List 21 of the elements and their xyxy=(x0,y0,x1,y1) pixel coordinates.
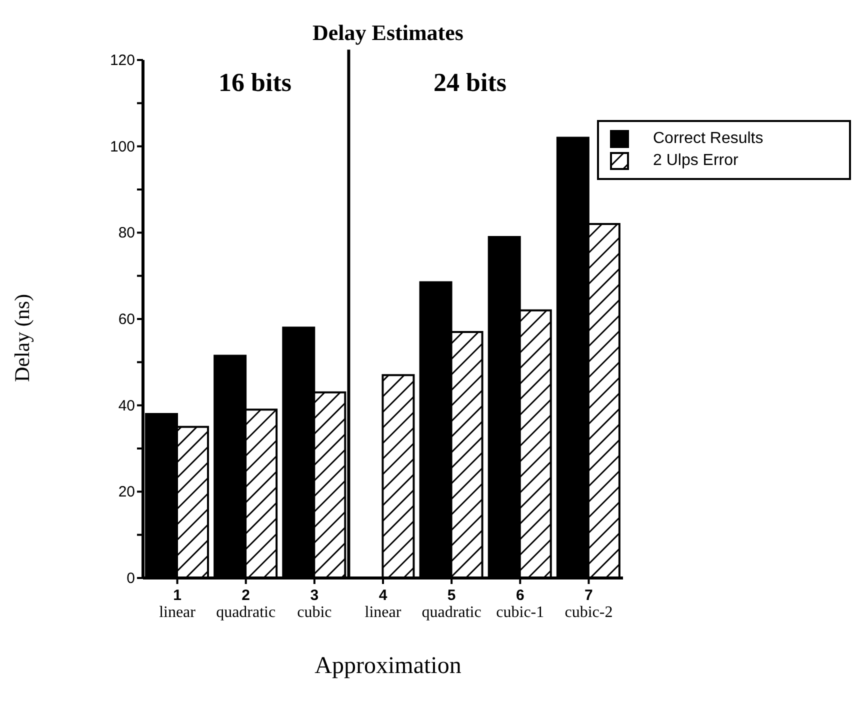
x-tick-label: 7 cubic-2 xyxy=(564,587,613,621)
y-tick-label: 40 xyxy=(118,397,135,414)
legend-label: Correct Results xyxy=(653,130,764,148)
y-tick-label: 0 xyxy=(126,570,135,587)
y-tick-label: 100 xyxy=(110,138,135,156)
y-axis-title: Delay (ns) xyxy=(10,292,35,384)
y-tick-label: 120 xyxy=(110,52,135,69)
chart-title: Delay Estimates xyxy=(312,20,464,46)
x-tick-label: 4 linear xyxy=(364,587,402,621)
y-tick-label: 80 xyxy=(118,224,135,242)
y-tick-label: 60 xyxy=(118,311,135,328)
annotation: 16 bits xyxy=(218,68,292,98)
annotation: 24 bits xyxy=(432,68,508,98)
x-tick-label: 5 quadratic xyxy=(422,587,482,621)
x-tick-label: 2 quadratic xyxy=(216,587,276,621)
x-axis-title: Approximation xyxy=(314,653,462,680)
y-tick-label: 20 xyxy=(118,484,135,501)
legend-label: 2 Ulps Error xyxy=(653,152,738,170)
x-tick-label: 3 cubic xyxy=(297,587,332,621)
x-tick-label: 1 linear xyxy=(159,587,196,621)
x-tick-label: 6 cubic-1 xyxy=(496,587,544,621)
